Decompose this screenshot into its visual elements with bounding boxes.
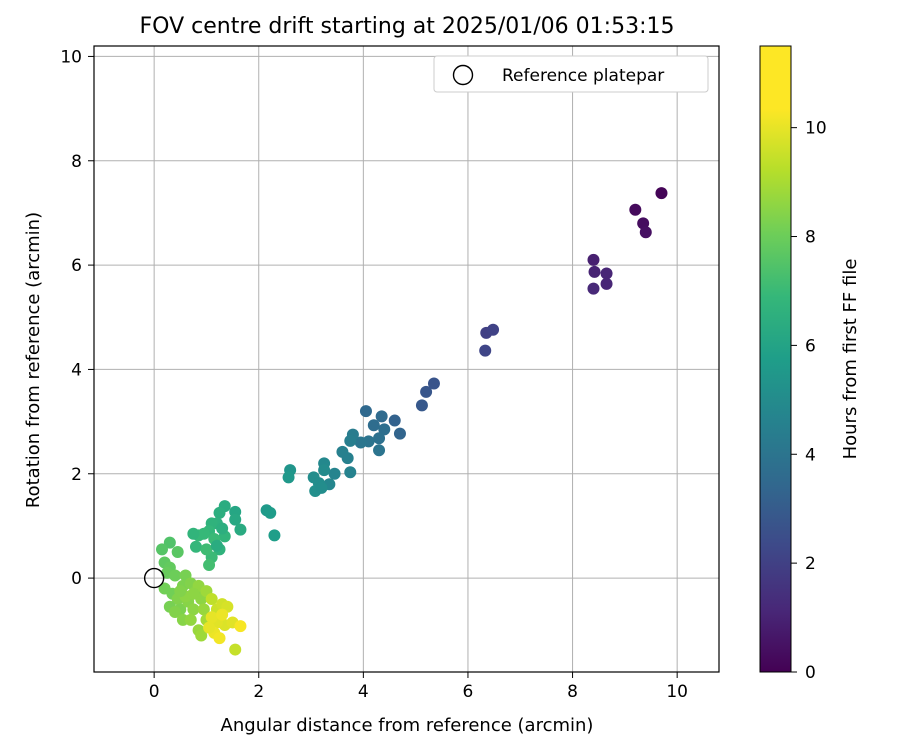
data-point bbox=[315, 481, 328, 494]
legend: Reference platepar bbox=[433, 55, 709, 93]
data-point bbox=[169, 569, 182, 582]
data-point bbox=[378, 423, 391, 436]
data-point bbox=[264, 506, 277, 519]
y-tick-label: 4 bbox=[71, 360, 82, 380]
data-point bbox=[234, 620, 247, 633]
data-point bbox=[169, 606, 182, 619]
data-point bbox=[155, 543, 168, 556]
data-point bbox=[344, 466, 357, 479]
data-point bbox=[587, 282, 600, 295]
x-axis-label: Angular distance from reference (arcmin) bbox=[221, 715, 594, 736]
colorbar-tick-label: 0 bbox=[805, 663, 816, 683]
data-point bbox=[375, 410, 388, 423]
data-point bbox=[187, 603, 200, 616]
data-point bbox=[373, 432, 386, 445]
data-point bbox=[282, 471, 295, 484]
colorbar-label: Hours from first FF file bbox=[840, 259, 861, 460]
data-point bbox=[268, 529, 281, 542]
chart-title: FOV centre drift starting at 2025/01/06 … bbox=[140, 14, 675, 39]
x-tick-label: 0 bbox=[149, 682, 160, 702]
y-tick-label: 2 bbox=[71, 465, 82, 485]
data-point bbox=[427, 377, 440, 390]
data-point bbox=[655, 187, 668, 200]
data-point bbox=[328, 467, 341, 480]
data-point bbox=[197, 603, 210, 616]
x-tick-label: 10 bbox=[666, 682, 688, 702]
data-point bbox=[187, 587, 200, 600]
data-point bbox=[187, 527, 200, 540]
data-point bbox=[205, 611, 218, 624]
axes-frame bbox=[93, 45, 720, 673]
data-point bbox=[393, 427, 406, 440]
colorbar-gradient bbox=[759, 45, 792, 673]
colorbar-tick-label: 4 bbox=[805, 445, 816, 465]
data-point bbox=[600, 277, 613, 290]
data-point bbox=[203, 559, 216, 572]
data-point bbox=[184, 613, 197, 626]
data-point bbox=[629, 203, 642, 216]
data-point bbox=[420, 385, 433, 398]
data-point bbox=[344, 434, 357, 447]
data-point bbox=[213, 506, 226, 519]
data-point bbox=[171, 546, 184, 559]
data-point bbox=[587, 253, 600, 266]
y-tick-label: 0 bbox=[71, 569, 82, 589]
colorbar-tick-label: 6 bbox=[805, 336, 816, 356]
colorbar: Hours from first FF file 0 2 4 6 8 10 bbox=[759, 45, 861, 683]
data-point bbox=[234, 523, 247, 536]
data-point bbox=[216, 608, 229, 621]
data-point bbox=[229, 643, 242, 656]
data-point bbox=[189, 540, 202, 553]
data-point bbox=[229, 513, 242, 526]
data-point bbox=[359, 405, 372, 418]
data-point bbox=[163, 536, 176, 549]
x-tick-label: 8 bbox=[567, 682, 578, 702]
data-point bbox=[203, 621, 216, 634]
y-tick-label: 8 bbox=[71, 152, 82, 172]
y-tick-label: 10 bbox=[60, 47, 82, 67]
data-point bbox=[639, 226, 652, 239]
colorbar-tick-label: 2 bbox=[805, 554, 816, 574]
data-point bbox=[487, 323, 500, 336]
x-tick-label: 4 bbox=[358, 682, 369, 702]
x-tick-label: 2 bbox=[253, 682, 264, 702]
legend-box bbox=[433, 55, 709, 93]
data-point bbox=[341, 452, 354, 465]
data-point bbox=[213, 632, 226, 645]
data-point bbox=[388, 414, 401, 427]
plot-area: 0 2 4 6 8 10 0 2 4 6 8 10 bbox=[60, 45, 720, 702]
data-point bbox=[600, 267, 613, 280]
data-point bbox=[318, 464, 331, 477]
data-point bbox=[367, 419, 380, 432]
data-point bbox=[415, 399, 428, 412]
legend-marker-reference bbox=[452, 64, 474, 86]
data-point bbox=[479, 344, 492, 357]
data-point bbox=[200, 543, 213, 556]
y-axis-label: Rotation from reference (arcmin) bbox=[23, 212, 44, 508]
y-tick-label: 6 bbox=[71, 256, 82, 276]
data-point bbox=[216, 522, 229, 535]
data-point bbox=[210, 539, 223, 552]
reference-platepar-marker bbox=[143, 567, 165, 589]
data-point bbox=[195, 629, 208, 642]
data-point bbox=[373, 444, 386, 457]
x-tick-label: 6 bbox=[463, 682, 474, 702]
data-point bbox=[174, 585, 187, 598]
legend-label-reference: Reference platepar bbox=[502, 66, 664, 86]
colorbar-tick-label: 10 bbox=[805, 119, 827, 139]
colorbar-tick-label: 8 bbox=[805, 228, 816, 248]
data-point bbox=[588, 265, 601, 278]
data-point bbox=[205, 592, 218, 605]
data-point bbox=[354, 436, 367, 449]
